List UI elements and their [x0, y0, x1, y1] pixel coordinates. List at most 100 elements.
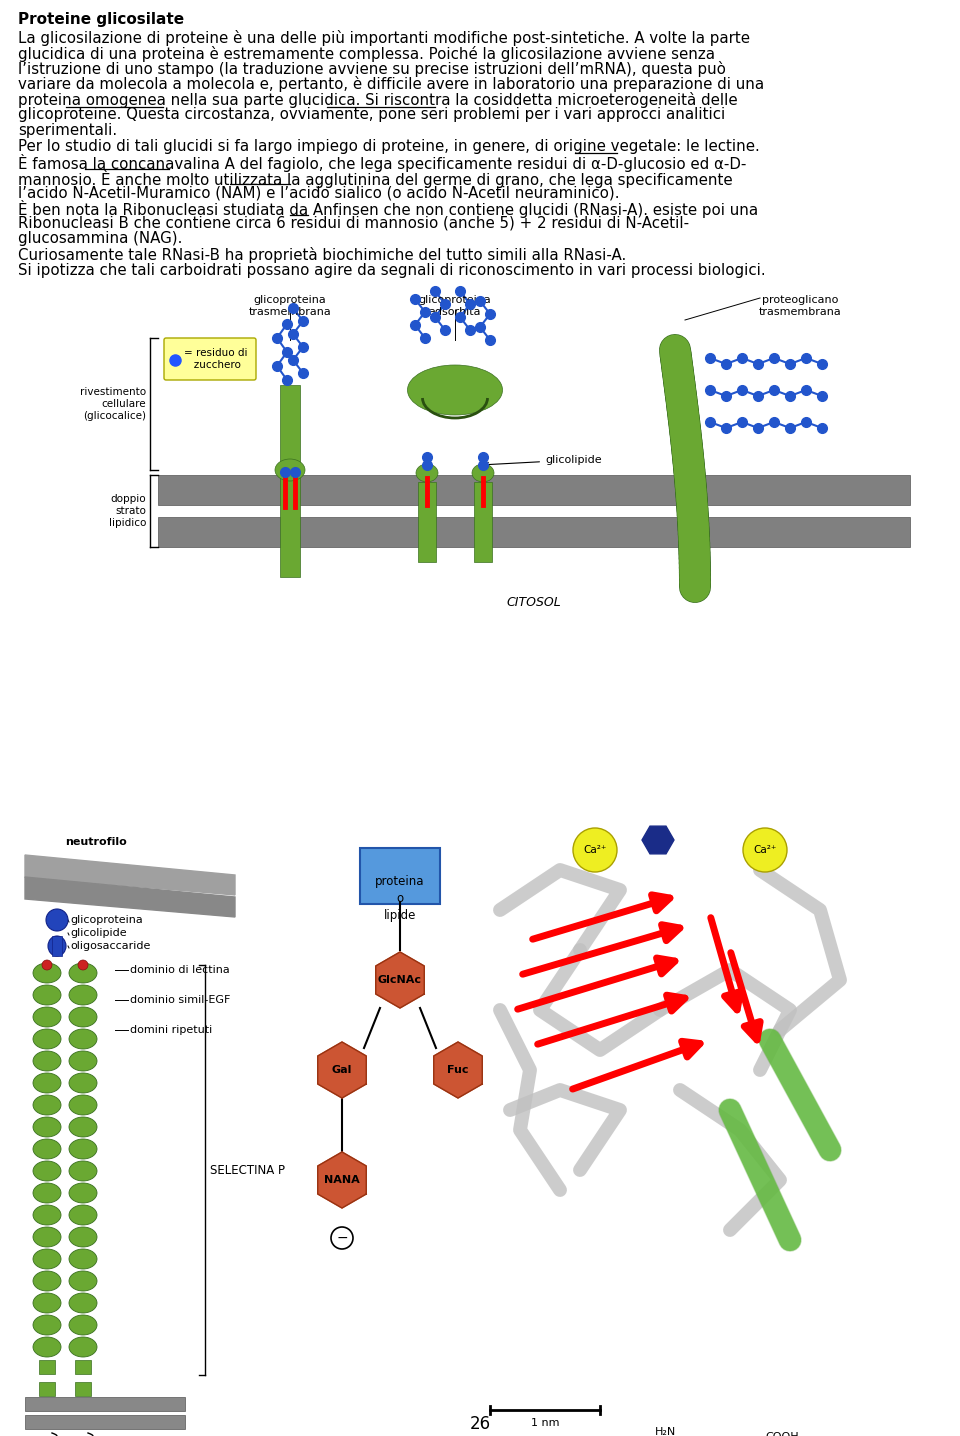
Ellipse shape	[69, 1160, 97, 1180]
Ellipse shape	[69, 1007, 97, 1027]
Text: Gal: Gal	[332, 1066, 352, 1076]
Ellipse shape	[69, 1249, 97, 1269]
Ellipse shape	[69, 1337, 97, 1357]
Text: l’istruzione di uno stampo (la traduzione avviene su precise istruzioni dell’mRN: l’istruzione di uno stampo (la traduzion…	[18, 60, 726, 78]
Text: glicoproteina
trasmembrana: glicoproteina trasmembrana	[249, 294, 331, 316]
Bar	[158, 517, 910, 547]
Polygon shape	[375, 952, 424, 1008]
Polygon shape	[434, 1043, 482, 1099]
Ellipse shape	[69, 1226, 97, 1246]
Text: Curiosamente tale RNasi-B ha proprietà biochimiche del tutto simili alla RNasi-A: Curiosamente tale RNasi-B ha proprietà b…	[18, 247, 626, 263]
Text: glicoproteina
adsorbita: glicoproteina adsorbita	[419, 294, 492, 316]
Bar	[39, 1360, 55, 1374]
Text: variare da molecola a molecola e, pertanto, è difficile avere in laboratorio una: variare da molecola a molecola e, pertan…	[18, 76, 764, 92]
Circle shape	[743, 829, 787, 872]
Text: doppio
strato
lipidico: doppio strato lipidico	[108, 494, 146, 528]
Text: Ca²⁺: Ca²⁺	[584, 844, 607, 854]
Ellipse shape	[33, 1205, 61, 1225]
Ellipse shape	[69, 964, 97, 984]
Ellipse shape	[33, 1226, 61, 1246]
Text: proteina
o
lipide: proteina o lipide	[375, 875, 424, 922]
Text: glucidica di una proteina è estremamente complessa. Poiché la glicosilazione avv: glucidica di una proteina è estremamente…	[18, 46, 715, 62]
Ellipse shape	[407, 365, 502, 415]
Text: rivestimento
cellulare
(glicocalice): rivestimento cellulare (glicocalice)	[80, 386, 146, 421]
Polygon shape	[318, 1152, 367, 1208]
Ellipse shape	[48, 936, 66, 956]
Ellipse shape	[33, 1030, 61, 1050]
Text: dominio di lectina: dominio di lectina	[130, 965, 229, 975]
Text: Ribonucleasi B che contiene circa 6 residui di mannosio (anche 5) + 2 residui di: Ribonucleasi B che contiene circa 6 resi…	[18, 215, 689, 231]
Ellipse shape	[69, 1271, 97, 1291]
Text: neutrofilo: neutrofilo	[65, 837, 127, 847]
Bar	[75, 1381, 91, 1396]
Text: H₂N: H₂N	[655, 1427, 676, 1436]
Ellipse shape	[69, 1205, 97, 1225]
Bar	[418, 482, 436, 561]
Text: glicolipide: glicolipide	[70, 928, 127, 938]
Ellipse shape	[416, 464, 438, 482]
Text: È ben nota la Ribonucleasi studiata da Anfinsen che non contiene glucidi (RNasi-: È ben nota la Ribonucleasi studiata da A…	[18, 201, 758, 218]
Ellipse shape	[69, 985, 97, 1005]
Ellipse shape	[46, 909, 68, 931]
Text: proteina omogenea nella sua parte glucidica. Si riscontra la cosiddetta microete: proteina omogenea nella sua parte glucid…	[18, 92, 737, 108]
Ellipse shape	[69, 1096, 97, 1114]
Ellipse shape	[69, 1315, 97, 1335]
Polygon shape	[642, 826, 674, 854]
Ellipse shape	[69, 1073, 97, 1093]
Text: SELECTINA P: SELECTINA P	[210, 1163, 285, 1176]
Text: Ca²⁺: Ca²⁺	[754, 844, 777, 854]
Text: proteoglicano
trasmembrana: proteoglicano trasmembrana	[758, 294, 841, 316]
Ellipse shape	[33, 985, 61, 1005]
Text: Si ipotizza che tali carboidrati possano agire da segnali di riconoscimento in v: Si ipotizza che tali carboidrati possano…	[18, 263, 766, 277]
Text: GlcNAc: GlcNAc	[378, 975, 422, 985]
Text: glicoproteina: glicoproteina	[70, 915, 143, 925]
Text: oligosaccaride: oligosaccaride	[70, 941, 151, 951]
Ellipse shape	[33, 1007, 61, 1027]
Ellipse shape	[69, 1139, 97, 1159]
Text: Fuc: Fuc	[447, 1066, 468, 1076]
Ellipse shape	[33, 1337, 61, 1357]
Bar	[39, 1381, 55, 1396]
Text: = residuo di
   zucchero: = residuo di zucchero	[184, 348, 248, 370]
Ellipse shape	[33, 964, 61, 984]
Ellipse shape	[69, 1292, 97, 1313]
Text: mannosio. È anche molto utilizzata la agglutinina del germe di grano, che lega s: mannosio. È anche molto utilizzata la ag…	[18, 169, 732, 188]
Text: sperimentali.: sperimentali.	[18, 123, 117, 138]
Text: COOH: COOH	[765, 1432, 799, 1436]
Ellipse shape	[33, 1051, 61, 1071]
Text: 1 nm: 1 nm	[531, 1417, 560, 1427]
Bar	[25, 1397, 185, 1412]
FancyBboxPatch shape	[360, 849, 440, 905]
Polygon shape	[25, 854, 235, 895]
Ellipse shape	[69, 1051, 97, 1071]
Ellipse shape	[69, 1117, 97, 1137]
Ellipse shape	[33, 1183, 61, 1203]
Text: È famosa la concanavalina A del fagiolo, che lega specificamente residui di α-D-: È famosa la concanavalina A del fagiolo,…	[18, 154, 746, 172]
Text: l’acido N-Acetil-Muramico (NAM) e l’acido sialico (o acido N-Acetil neuraminico): l’acido N-Acetil-Muramico (NAM) e l’acid…	[18, 185, 619, 200]
Ellipse shape	[42, 961, 52, 969]
Ellipse shape	[33, 1271, 61, 1291]
Text: Per lo studio di tali glucidi si fa largo impiego di proteine, in genere, di ori: Per lo studio di tali glucidi si fa larg…	[18, 138, 759, 154]
Ellipse shape	[33, 1315, 61, 1335]
Text: glicolipide: glicolipide	[484, 455, 602, 467]
Bar	[52, 936, 62, 956]
FancyArrow shape	[280, 385, 300, 577]
Text: CITOSOL: CITOSOL	[507, 596, 562, 609]
Text: glicoproteine. Questa circostanza, ovviamente, pone seri problemi per i vari app: glicoproteine. Questa circostanza, ovvia…	[18, 108, 725, 122]
Ellipse shape	[69, 1183, 97, 1203]
Text: NANA: NANA	[324, 1175, 360, 1185]
Ellipse shape	[33, 1096, 61, 1114]
Text: La glicosilazione di proteine è una delle più importanti modifiche post-sintetic: La glicosilazione di proteine è una dell…	[18, 30, 750, 46]
Ellipse shape	[78, 961, 88, 969]
Text: Proteine glicosilate: Proteine glicosilate	[18, 11, 184, 27]
Ellipse shape	[69, 1030, 97, 1050]
Bar	[474, 482, 492, 561]
FancyBboxPatch shape	[164, 337, 256, 381]
Text: 26: 26	[469, 1414, 491, 1433]
Text: glucosammina (NAG).: glucosammina (NAG).	[18, 231, 182, 247]
Ellipse shape	[275, 460, 305, 481]
Text: −: −	[336, 1231, 348, 1245]
Ellipse shape	[33, 1139, 61, 1159]
Ellipse shape	[472, 464, 494, 482]
Ellipse shape	[33, 1160, 61, 1180]
